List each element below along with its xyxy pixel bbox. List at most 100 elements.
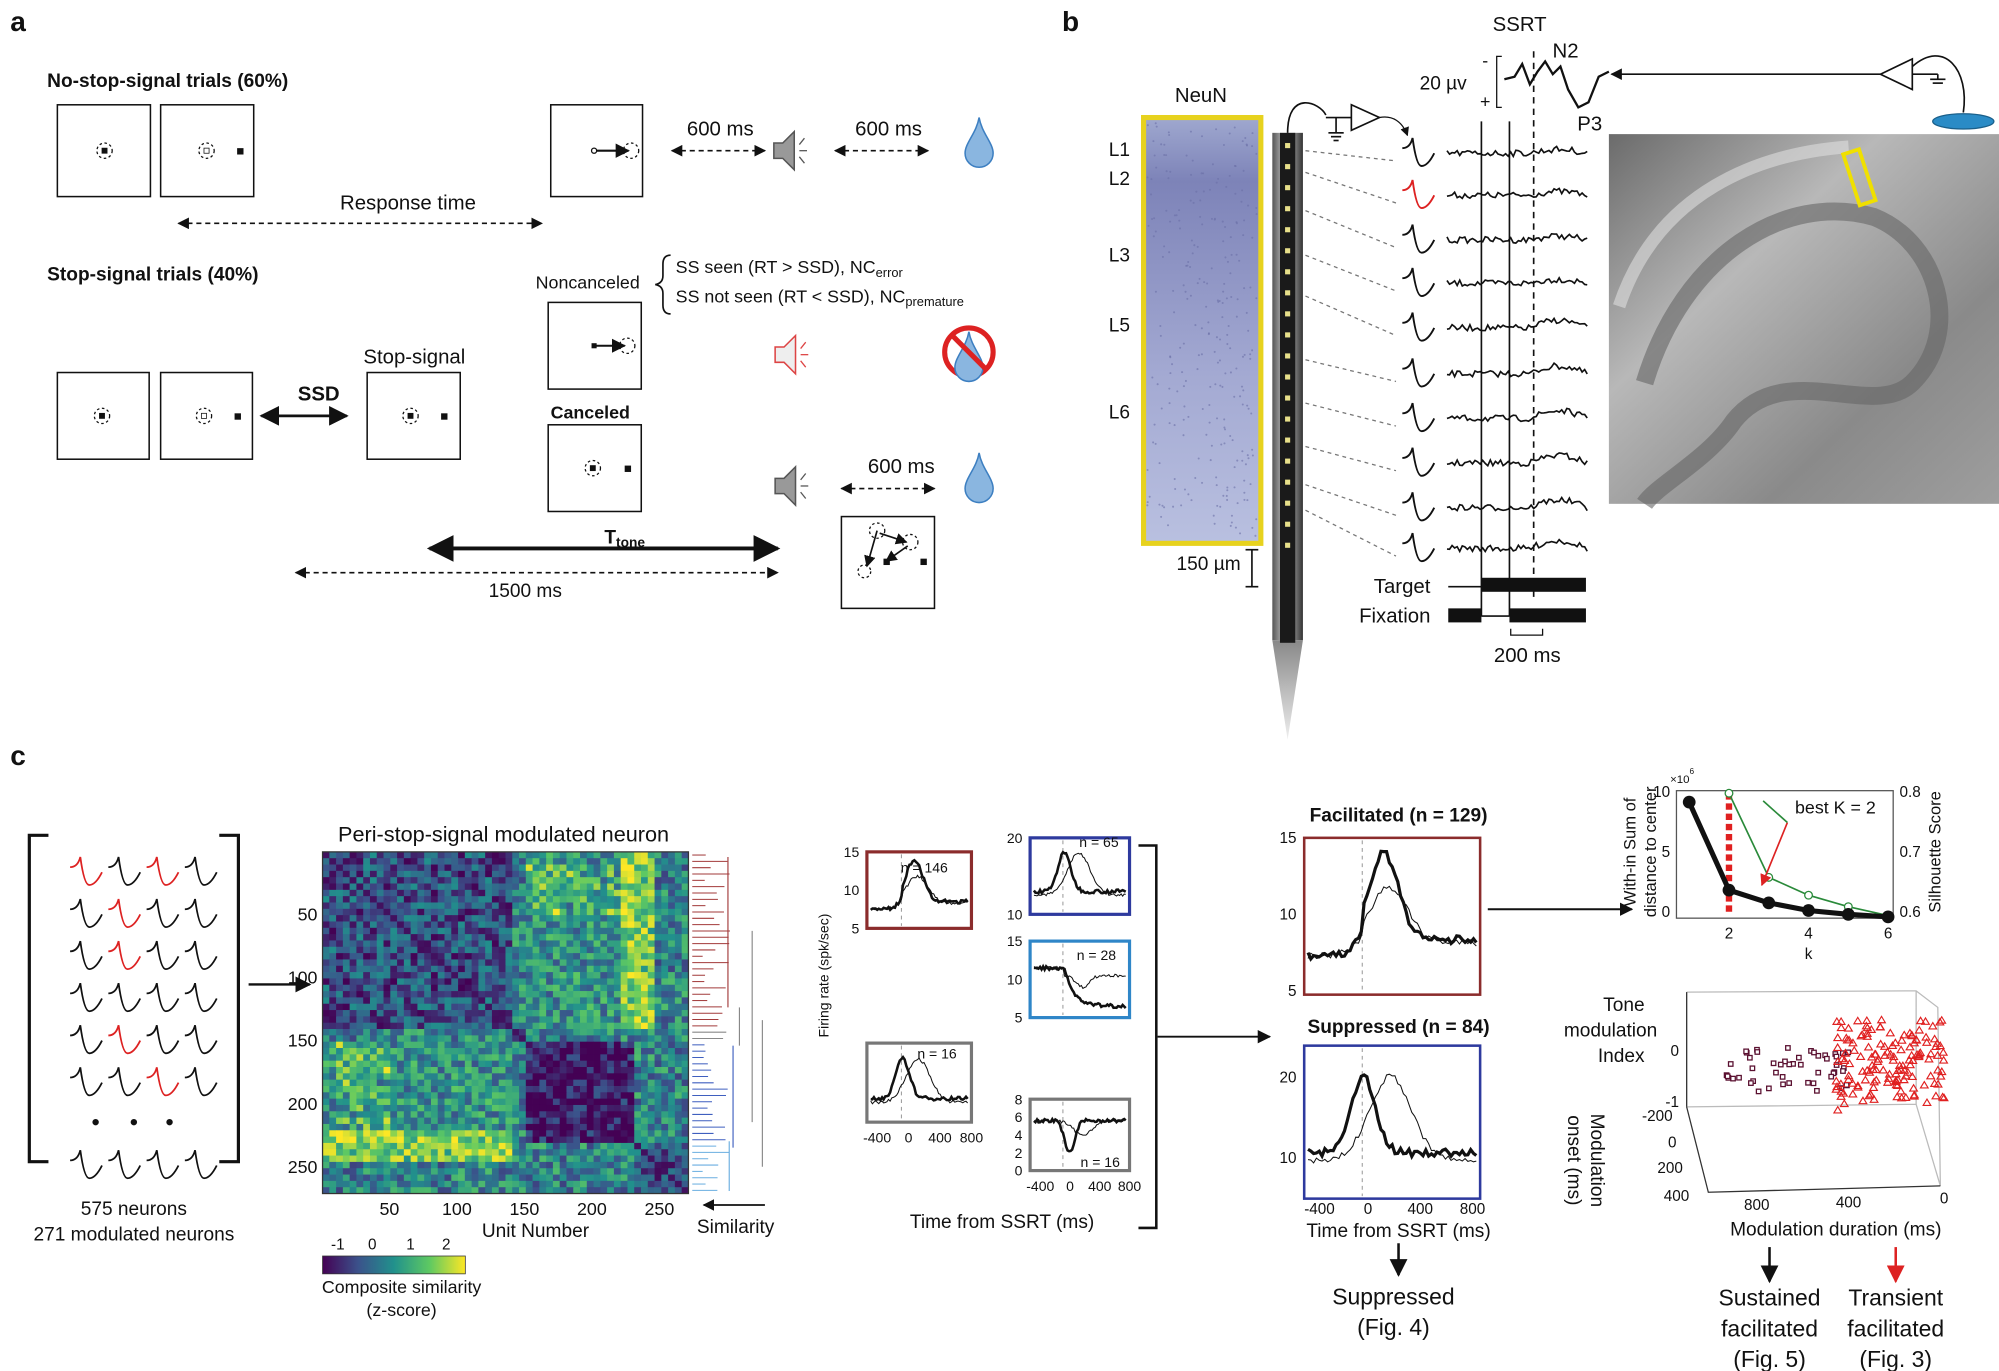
cube-front bbox=[1686, 1106, 1941, 1193]
sustained-point bbox=[1815, 1052, 1822, 1059]
heatmap-cell bbox=[403, 915, 412, 922]
heatmap-cell bbox=[390, 1098, 398, 1106]
heatmap-cell bbox=[329, 858, 337, 865]
layer-label: L3 bbox=[1109, 246, 1130, 267]
heatmap-cell bbox=[336, 1180, 344, 1188]
tick-label: 0 bbox=[1066, 1178, 1074, 1194]
cell bbox=[1169, 355, 1172, 358]
heatmap-cell bbox=[539, 1149, 547, 1156]
heatmap-cell bbox=[444, 1174, 452, 1182]
heatmap-cell bbox=[668, 870, 676, 878]
heatmap-cell bbox=[505, 870, 513, 878]
heatmap-cell bbox=[627, 940, 635, 948]
heatmap-cell bbox=[532, 1104, 540, 1112]
heatmap-cell bbox=[322, 946, 330, 954]
heatmap-cell bbox=[654, 1022, 662, 1030]
heatmap-cell bbox=[532, 972, 540, 979]
heatmap-cell bbox=[641, 940, 649, 948]
heatmap-cell bbox=[397, 1022, 405, 1030]
heatmap-cell bbox=[552, 1085, 561, 1093]
speaker bbox=[774, 333, 797, 376]
heatmap-cell bbox=[498, 1111, 506, 1118]
heatmap-cell bbox=[566, 902, 574, 910]
heatmap-cell bbox=[349, 1117, 357, 1125]
heatmap-cell bbox=[403, 1029, 412, 1036]
heatmap-cell bbox=[641, 997, 649, 1005]
heatmap-cell bbox=[458, 883, 466, 891]
heatmap-cell bbox=[552, 851, 561, 859]
heatmap-cell bbox=[383, 1130, 391, 1137]
cell bbox=[1217, 177, 1220, 180]
heatmap-cell bbox=[600, 877, 608, 884]
heatmap-cell bbox=[654, 1187, 662, 1194]
heatmap-cell bbox=[559, 1016, 567, 1024]
heatmap-cell bbox=[607, 1180, 615, 1188]
heatmap-cell bbox=[356, 1054, 364, 1062]
heatmap-cell bbox=[580, 959, 588, 967]
heatmap-cell bbox=[532, 921, 540, 929]
heatmap-cell bbox=[471, 883, 479, 891]
heatmap-cell bbox=[586, 1123, 594, 1131]
heatmap-cell bbox=[512, 1123, 520, 1131]
heatmap-cell bbox=[485, 1111, 493, 1118]
heatmap-cell bbox=[403, 1168, 412, 1175]
start bbox=[590, 147, 598, 154]
heatmap-cell bbox=[512, 877, 520, 884]
heatmap-cell bbox=[627, 991, 635, 998]
heatmap-cell bbox=[329, 1085, 337, 1093]
cell bbox=[1178, 219, 1181, 222]
heatmap-cell bbox=[498, 1010, 506, 1017]
heatmap-cell bbox=[674, 997, 683, 1005]
cell bbox=[1159, 334, 1162, 337]
heatmap-cell bbox=[397, 934, 405, 941]
heatmap-cell bbox=[580, 1092, 588, 1100]
heatmap-cell bbox=[668, 1155, 676, 1163]
waveform bbox=[1402, 137, 1436, 167]
heatmap-cell bbox=[383, 1149, 391, 1156]
heatmap-cell bbox=[376, 1066, 384, 1074]
label: Tone bbox=[1603, 995, 1644, 1016]
heatmap-cell bbox=[519, 1073, 527, 1081]
heatmap-cell bbox=[586, 1142, 594, 1150]
cell bbox=[1251, 145, 1254, 148]
heatmap-cell bbox=[613, 927, 622, 935]
heatmap-cell bbox=[444, 915, 452, 922]
heatmap-cell bbox=[674, 1180, 683, 1188]
heatmap-cell bbox=[532, 858, 540, 865]
heatmap-cell bbox=[498, 1041, 506, 1049]
contact bbox=[1285, 185, 1291, 191]
layer-label: L6 bbox=[1109, 402, 1130, 423]
heatmap-cell bbox=[620, 915, 628, 922]
heatmap-cell bbox=[607, 1161, 615, 1169]
heatmap-cell bbox=[363, 870, 371, 878]
cell bbox=[1173, 424, 1176, 427]
heatmap-cell bbox=[478, 940, 486, 948]
contact bbox=[1285, 479, 1291, 485]
heatmap-cell bbox=[600, 934, 608, 941]
contact bbox=[1285, 458, 1291, 464]
heatmap-cell bbox=[369, 972, 378, 979]
heatmap-cell bbox=[607, 1073, 615, 1081]
heatmap-cell bbox=[410, 1073, 418, 1081]
heatmap-cell bbox=[369, 1073, 378, 1081]
heatmap-cell bbox=[552, 1092, 561, 1100]
heatmap-cell bbox=[634, 953, 642, 960]
heatmap-cell bbox=[444, 889, 452, 897]
heatmap-cell bbox=[336, 1060, 344, 1068]
tick-label: 10 bbox=[1007, 906, 1023, 922]
heatmap-cell bbox=[342, 1174, 351, 1182]
heatmap-cell bbox=[491, 1085, 500, 1093]
heatmap-cell bbox=[363, 1054, 371, 1062]
tick-label: 10 bbox=[844, 882, 860, 898]
heatmap-cell bbox=[613, 1149, 622, 1156]
heatmap-cell bbox=[451, 864, 459, 872]
heatmap-cell bbox=[654, 1180, 662, 1188]
heatmap-cell bbox=[498, 1149, 506, 1156]
heatmap-cell bbox=[532, 978, 540, 986]
heatmap-cell bbox=[322, 1130, 330, 1137]
heatmap-cell bbox=[681, 896, 689, 903]
heatmap-cell bbox=[512, 915, 520, 922]
heatmap-cell bbox=[424, 921, 432, 929]
heatmap-cell bbox=[681, 915, 689, 922]
cell bbox=[1255, 152, 1258, 155]
